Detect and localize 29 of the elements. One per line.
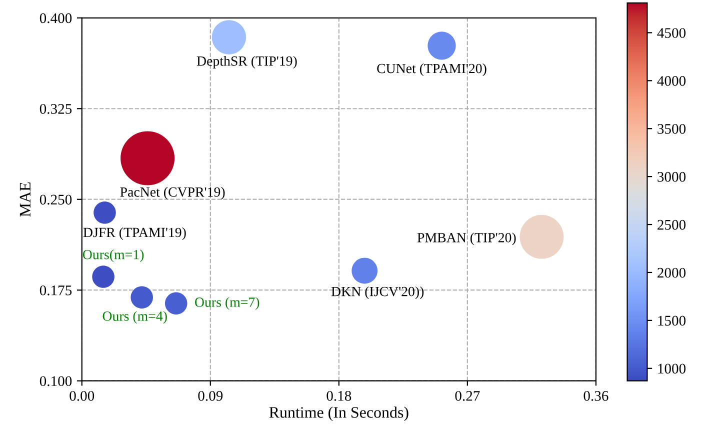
annotation: DepthSR (TIP'19) (196, 56, 297, 69)
color-bar-label: 1000 (658, 364, 686, 374)
annotation: Ours(m=1) (82, 250, 144, 262)
y-tick-label: 0.325 (40, 104, 72, 114)
x-tick-label: 0.18 (326, 390, 352, 401)
x-tick-label: 0.09 (198, 390, 223, 401)
color-bar-label: 4500 (657, 28, 686, 38)
x-tick-label: 0.27 (455, 390, 480, 401)
x-axis-title: Runtime (In Seconds) (269, 406, 408, 422)
y-tick-label: 0.100 (40, 376, 72, 386)
color-bar-label: 2000 (658, 268, 686, 278)
y-tick-label: 0.175 (40, 285, 72, 296)
color-bar-label: 2500 (658, 220, 686, 230)
annotation: PacNet (CVPR'19) (120, 186, 225, 200)
y-axis-title: MAE (20, 182, 30, 217)
annotation: Ours (m=7) (195, 297, 260, 310)
color-bar-label: 1500 (658, 316, 686, 326)
annotation: DKN (IJCV'20)) (331, 286, 424, 300)
annotation: DJFR (TPAMI'19) (83, 227, 186, 240)
color-bar-label: 4000 (657, 76, 686, 86)
annotation: PMBAN (TIP'20) (417, 232, 516, 246)
x-tick-label: 0.00 (70, 390, 94, 401)
color-bar-label: 3000 (658, 172, 686, 182)
color-bar-label: 3500 (658, 124, 686, 134)
y-tick-label: 0.400 (40, 13, 72, 24)
annotation: CUNet (TPAMI'20) (377, 63, 486, 76)
x-tick-label: 0.36 (584, 390, 608, 401)
annotation: Ours (m=4) (102, 311, 167, 324)
y-tick-label: 0.250 (40, 194, 72, 205)
